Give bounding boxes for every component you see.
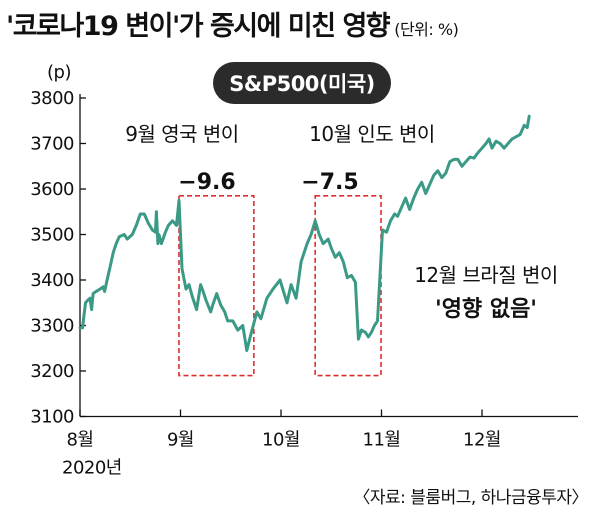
- y-tick-label: 3400: [30, 270, 74, 291]
- x-tick-label: 12월: [463, 430, 501, 451]
- highlight-boxes: [178, 195, 382, 377]
- x-tick-label: 9월: [167, 430, 194, 451]
- series-group: [78, 114, 531, 352]
- y-tick-label: 3800: [30, 88, 74, 109]
- variant-highlight-box: [178, 195, 255, 377]
- y-tick-label: 3500: [30, 225, 74, 246]
- y-tick-label: 3300: [30, 316, 74, 337]
- annotation-india-label: 10월 인도 변이: [309, 122, 435, 146]
- x-tick-label: 8월: [66, 430, 93, 451]
- variant-highlight-box: [314, 195, 382, 377]
- x-tick-label: 10월: [262, 430, 300, 451]
- y-axis-label: (p): [47, 62, 71, 83]
- annotation-india-value: −7.5: [301, 170, 358, 195]
- y-tick-label: 3600: [30, 179, 74, 200]
- annotation-uk-label: 9월 영국 변이: [125, 122, 238, 146]
- y-tick-label: 3200: [30, 361, 74, 382]
- y-tick-label: 3100: [30, 407, 74, 428]
- x-tick-label: 11월: [363, 430, 401, 451]
- title-main: '코로나19 변이'가 증시에 미친 영향: [6, 11, 391, 42]
- y-tick-label: 3700: [30, 134, 74, 155]
- series-badge: S&P500(미국): [213, 62, 391, 104]
- annotation-brazil-value: '영향 없음': [435, 297, 537, 322]
- axes: 3100 3200 3300 3400 3500 3600 3700 3800 (p) 8월 9월 1…: [30, 62, 578, 479]
- year-label: 2020년: [62, 458, 122, 479]
- annotation-labels: 9월 영국 변이 −9.6 10월 인도 변이 −7.5 12월 브라질 변이 '영향 없…: [125, 122, 558, 322]
- annotation-uk-value: −9.6: [178, 170, 235, 195]
- title-unit: (단위: %): [394, 20, 459, 39]
- annotation-brazil-label: 12월 브라질 변이: [414, 263, 558, 287]
- sp500-line: [78, 114, 531, 352]
- source-note: 〈자료: 블룸버그, 하나금융투자〉: [353, 488, 588, 508]
- chart-title: '코로나19 변이'가 증시에 미친 영향 (단위: %): [6, 4, 459, 43]
